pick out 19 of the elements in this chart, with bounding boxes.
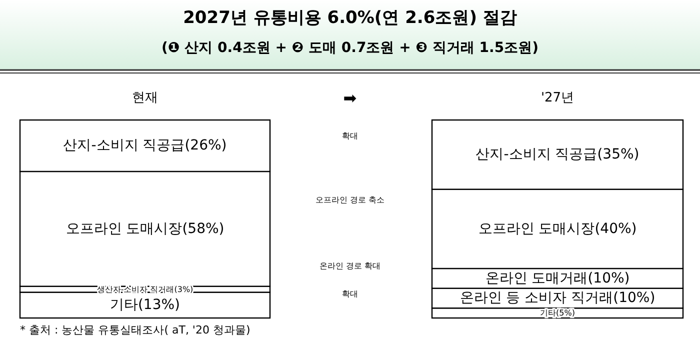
data-label: 기타(13%) [110,297,180,314]
data-label: 오프라인 도매시장(40%) [478,220,637,237]
x-tick-label: '27년 [540,90,574,106]
data-label: 산지-소비지 직공급(35%) [476,146,640,163]
x-tick-label: 현재 [132,90,158,106]
annotation: 온라인 경로 확대 [319,262,381,270]
annotation: 확대 [342,290,358,298]
annotation: 확대 [342,132,358,140]
annotation: 오프라인 경로 축소 [315,196,385,204]
data-label: 온라인 도매거래(10%) [485,270,630,286]
data-label: 오프라인 도매시장(58%) [66,220,224,237]
data-label: 기타(5%) [540,308,575,318]
data-label: 산지-소비지 직공급(26%) [63,138,227,154]
chart-title: 2027년 유통비용 6.0%(연 2.6조원) 절감 [183,8,517,28]
text: ➡ [343,88,357,108]
data-label: 생산자-소비자 직거래(3%) [96,284,194,294]
data-label: 온라인 등 소비자 직거래(10%) [460,290,656,306]
chart-subtitle: (❶ 산지 0.4조원 + ❷ 도매 0.7조원 + ❸ 직거래 1.5조원) [162,40,538,56]
text: * 출처 : 농산물 유통실태조사( aT, '20 청과물) [20,324,250,336]
